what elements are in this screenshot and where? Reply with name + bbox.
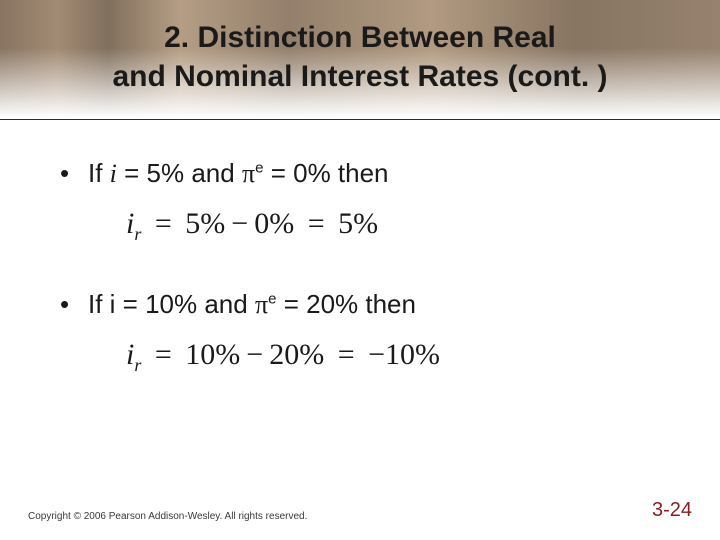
equation-2: ir = 10%−20% = −10% [126,338,660,376]
header-underline [0,119,720,120]
title-line-2: and Nominal Interest Rates (cont. ) [0,57,720,96]
slide-title: 2. Distinction Between Real and Nominal … [0,18,720,96]
copyright-text: Copyright © 2006 Pearson Addison-Wesley.… [28,511,307,522]
bullet-1: •If i = 5% and πe = 0% then [60,158,660,189]
bullet-1-text: If i = 5% and πe = 0% then [88,158,389,188]
footer: Copyright © 2006 Pearson Addison-Wesley.… [0,499,720,522]
slide-body: •If i = 5% and πe = 0% then ir = 5%−0% =… [0,118,720,376]
bullet-2: •If i = 10% and πe = 20% then [60,289,660,320]
bullet-2-text: If i = 10% and πe = 20% then [88,289,416,319]
title-line-1: 2. Distinction Between Real [0,18,720,57]
header-band: 2. Distinction Between Real and Nominal … [0,0,720,118]
equation-1: ir = 5%−0% = 5% [126,207,660,245]
page-number: 3-24 [652,499,692,522]
